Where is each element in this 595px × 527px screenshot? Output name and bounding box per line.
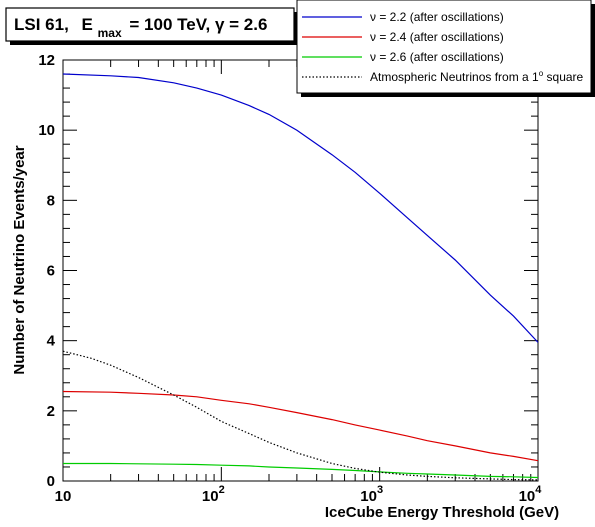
plot-frame xyxy=(62,59,539,482)
title-gamma: γ = 2.6 xyxy=(215,15,267,34)
title-emax-value: = 100 TeV, xyxy=(129,15,210,34)
y-tick-label: 4 xyxy=(47,333,56,350)
series-line-4 xyxy=(62,350,539,481)
y-tick-label: 0 xyxy=(47,473,55,490)
series-line-3 xyxy=(63,462,539,479)
y-tick-label: 12 xyxy=(38,52,55,69)
y-tick-label: 2 xyxy=(47,403,55,420)
title-emax-symbol: E xyxy=(82,15,93,34)
x-tick-label: 104 xyxy=(519,484,543,505)
series-line-1 xyxy=(62,73,539,343)
legend-label-3: ν = 2.6 (after oscillations) xyxy=(370,50,504,64)
x-tick-label: 10 xyxy=(55,488,72,505)
x-tick-label: 103 xyxy=(360,484,383,505)
tick-labels: 0 2 4 6 8 10 12 10 102 103 104 xyxy=(38,52,542,505)
series-line-2 xyxy=(62,390,539,462)
legend-label-2: ν = 2.4 (after oscillations) xyxy=(370,30,504,44)
chart-title: LSI 61, E max = 100 TeV, γ = 2.6 xyxy=(14,15,267,41)
y-axis-title: Number of Neutrino Events/year xyxy=(11,145,28,374)
legend-label-1: ν = 2.2 (after oscillations) xyxy=(370,10,504,24)
x-axis-title: IceCube Energy Threshold (GeV) xyxy=(325,504,559,521)
x-tick-label: 102 xyxy=(202,484,225,505)
y-tick-label: 10 xyxy=(38,122,55,139)
title-emax-subscript: max xyxy=(98,26,122,40)
title-source: LSI 61, xyxy=(14,15,69,34)
title-box xyxy=(5,7,295,42)
legend: ν = 2.2 (after oscillations) ν = 2.4 (aft… xyxy=(302,10,584,84)
y-tick-label: 6 xyxy=(47,263,55,280)
series-layer xyxy=(62,73,539,481)
legend-box xyxy=(296,0,592,94)
y-tick-label: 8 xyxy=(47,192,55,209)
legend-label-4: Atmospheric Neutrinos from a 1o square xyxy=(370,69,584,84)
